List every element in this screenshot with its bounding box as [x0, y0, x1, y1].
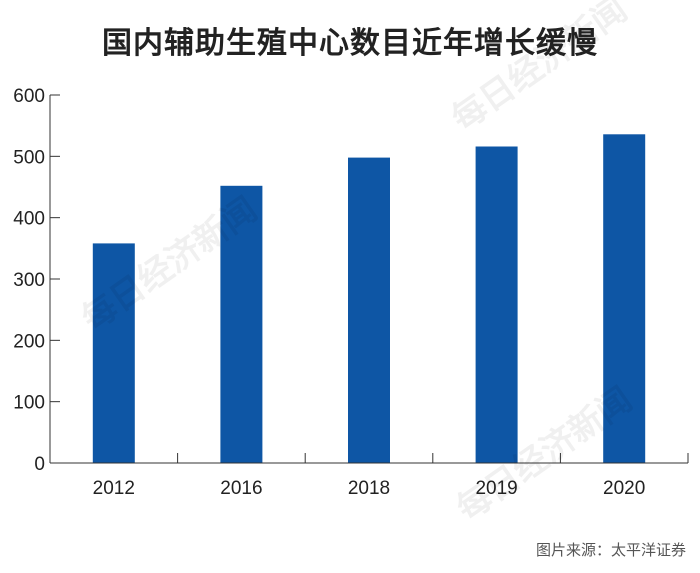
bar-2020: [603, 134, 646, 464]
y-tick-label-300: 300: [13, 270, 45, 291]
x-tick-label-2019: 2019: [475, 478, 517, 499]
x-tick-label-2018: 2018: [348, 478, 390, 499]
axes-group: [49, 94, 689, 464]
tick-labels-group: 0 100 200 300 400 500 600 2012 2016 2018 2019 2020: [13, 86, 645, 499]
bar-2019: [475, 146, 518, 463]
y-tick-label-600: 600: [13, 86, 45, 107]
chart-title: 国内辅助生殖中心数目近年增长缓慢: [102, 26, 598, 61]
bar-2012: [92, 243, 135, 463]
bars-group: [92, 134, 646, 464]
y-tick-label-500: 500: [13, 147, 45, 168]
x-tick-label-2020: 2020: [603, 478, 645, 499]
bar-2018: [348, 157, 390, 463]
y-tick-label-100: 100: [13, 393, 45, 414]
y-tick-label-400: 400: [13, 209, 45, 230]
bar-2016: [220, 185, 263, 464]
y-tick-label-0: 0: [34, 454, 45, 475]
x-tick-label-2012: 2012: [93, 478, 135, 499]
y-tick-label-200: 200: [13, 331, 45, 352]
x-tick-label-2016: 2016: [220, 478, 262, 499]
source-note: 图片来源：太平洋证券: [535, 541, 686, 559]
